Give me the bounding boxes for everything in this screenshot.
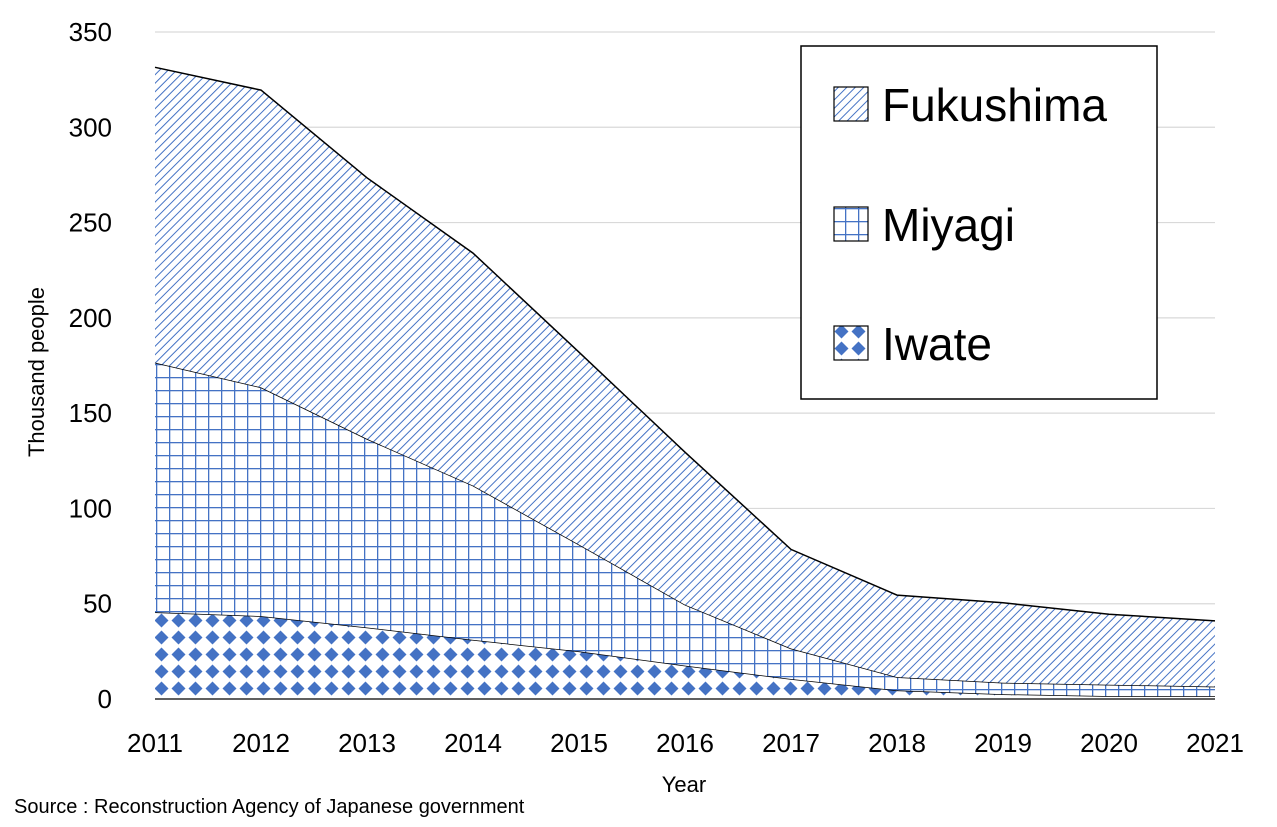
x-tick-label: 2020	[1080, 728, 1138, 758]
x-axis-ticks: 2011 2012 2013 2014 2015 2016 2017 2018 2019 2020…	[127, 728, 1244, 758]
x-tick-label: 2011	[127, 728, 183, 758]
x-tick-label: 2018	[868, 728, 926, 758]
y-tick-label: 300	[69, 112, 112, 142]
area-miyagi	[155, 362, 1215, 697]
legend: Fukushima Miyagi Iwate	[800, 45, 1158, 400]
y-axis-title: Thousand people	[24, 287, 49, 457]
area-line-fukushima	[154, 66, 1216, 622]
legend-label-miyagi: Miyagi	[882, 199, 1015, 251]
legend-label-iwate: Iwate	[882, 318, 992, 370]
series-areas	[154, 66, 1216, 700]
x-tick-label: 2019	[974, 728, 1032, 758]
y-tick-label: 0	[98, 684, 112, 714]
x-tick-label: 2015	[550, 728, 608, 758]
source-note: Source : Reconstruction Agency of Japane…	[14, 796, 525, 818]
x-axis-title: Year	[662, 772, 706, 797]
y-tick-label: 250	[69, 208, 112, 238]
y-tick-label: 200	[69, 303, 112, 333]
area-fukushima	[155, 67, 1215, 687]
x-tick-label: 2013	[338, 728, 396, 758]
legend-swatch-fukushima	[833, 86, 869, 122]
x-tick-label: 2017	[762, 728, 820, 758]
y-tick-label: 150	[69, 398, 112, 428]
y-tick-label: 50	[83, 589, 112, 619]
x-tick-label: 2021	[1186, 728, 1244, 758]
x-tick-label: 2016	[656, 728, 714, 758]
y-tick-label: 350	[69, 17, 112, 47]
legend-swatch-miyagi	[833, 206, 869, 242]
x-tick-label: 2012	[232, 728, 290, 758]
legend-label-fukushima: Fukushima	[882, 79, 1107, 131]
x-tick-label: 2014	[444, 728, 502, 758]
y-axis-ticks: 0 50 100 150 200 250 300 350	[69, 17, 112, 714]
y-tick-label: 100	[69, 493, 112, 523]
legend-swatch-iwate	[833, 325, 869, 361]
